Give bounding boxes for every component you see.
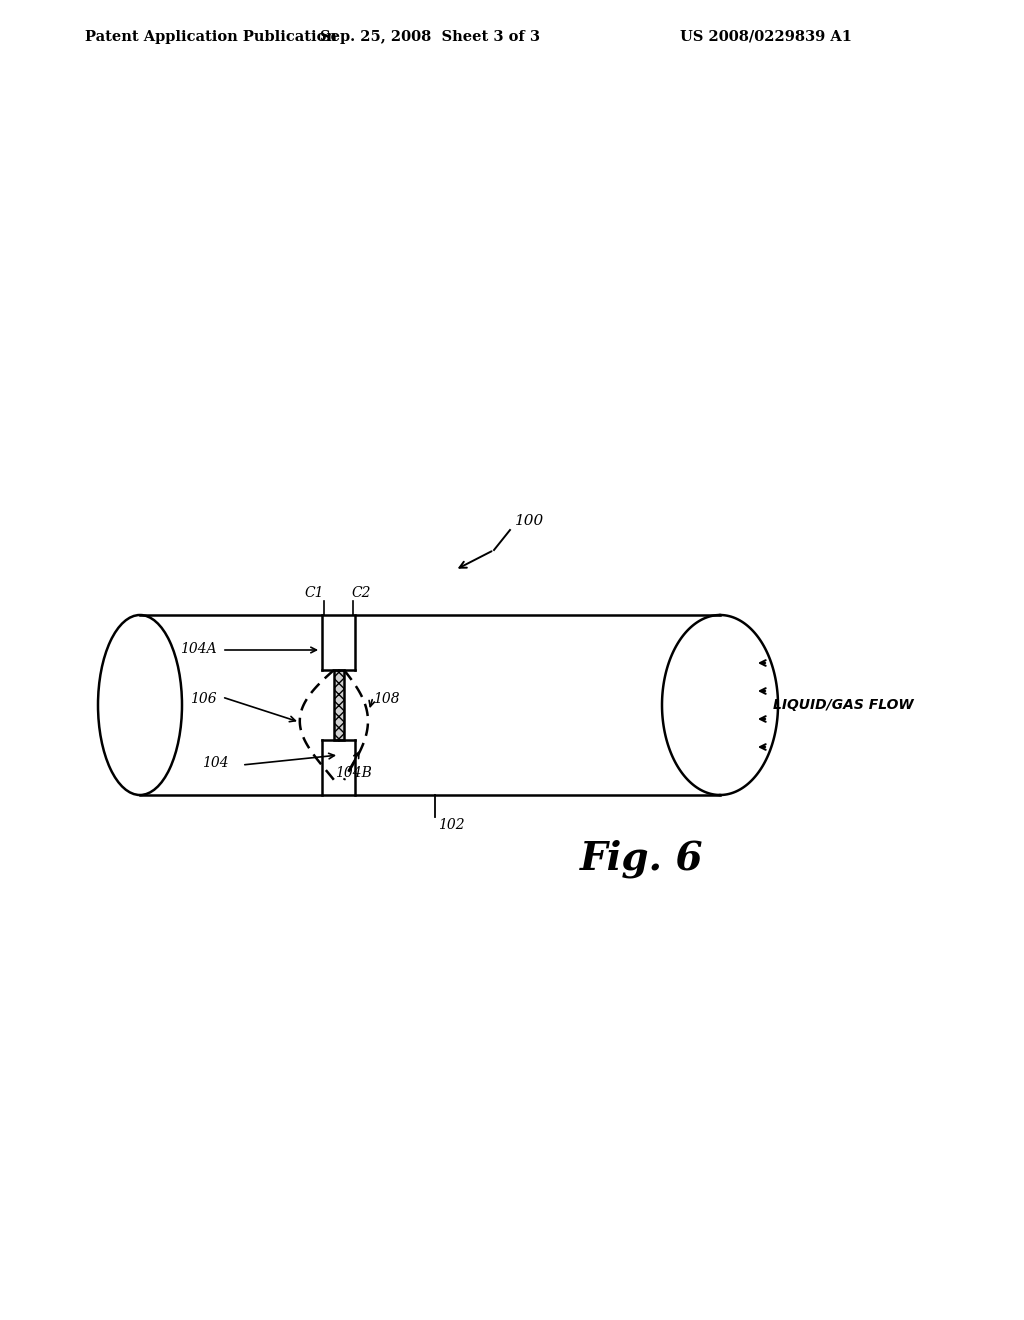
Text: C1: C1 bbox=[304, 586, 324, 601]
Text: 102: 102 bbox=[438, 818, 465, 832]
Text: 104B: 104B bbox=[335, 766, 372, 780]
Text: 104A: 104A bbox=[180, 642, 217, 656]
Text: C2: C2 bbox=[351, 586, 371, 601]
Text: 106: 106 bbox=[190, 692, 217, 706]
Text: Sep. 25, 2008  Sheet 3 of 3: Sep. 25, 2008 Sheet 3 of 3 bbox=[319, 30, 540, 44]
Bar bbox=[334, 671, 344, 741]
Text: LIQUID/GAS FLOW: LIQUID/GAS FLOW bbox=[773, 698, 913, 711]
Text: 104: 104 bbox=[202, 756, 228, 770]
Text: 108: 108 bbox=[373, 692, 399, 706]
Text: Fig. 6: Fig. 6 bbox=[580, 840, 703, 879]
Text: US 2008/0229839 A1: US 2008/0229839 A1 bbox=[680, 30, 852, 44]
Text: 100: 100 bbox=[515, 513, 544, 528]
Text: Patent Application Publication: Patent Application Publication bbox=[85, 30, 337, 44]
